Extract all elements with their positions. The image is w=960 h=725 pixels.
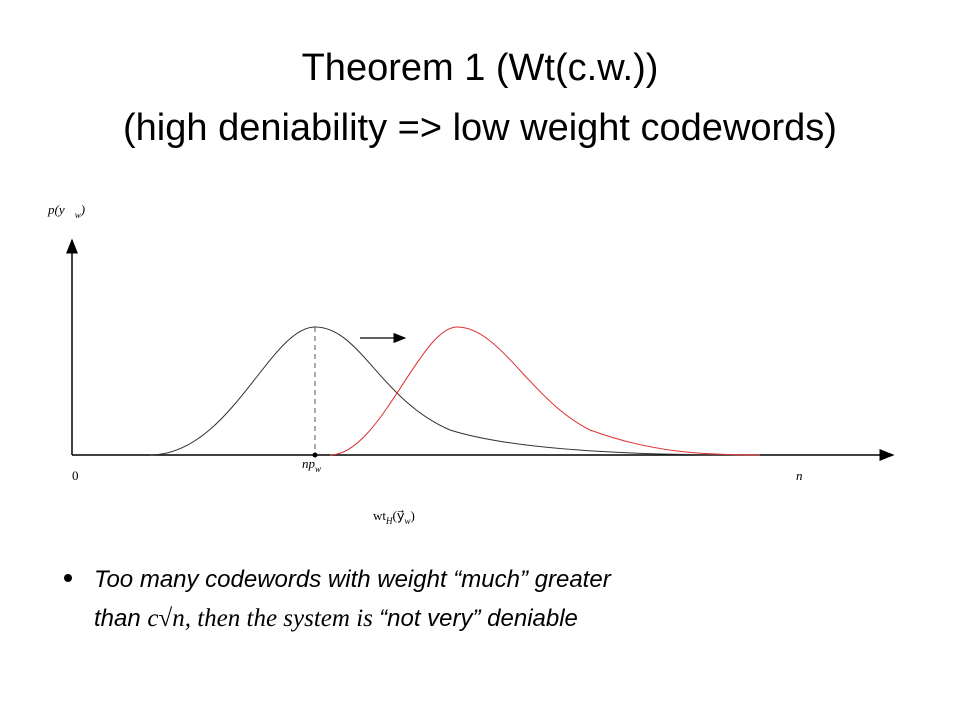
title: Theorem 1 (Wt(c.w.)) xyxy=(302,47,659,89)
x-end-label: n xyxy=(796,468,803,483)
label-part: np xyxy=(302,456,316,471)
curve-black xyxy=(149,326,751,456)
bullet-text: than xyxy=(94,605,147,632)
label-part: (y⃗ xyxy=(393,508,405,523)
label-sub: w xyxy=(315,464,321,474)
y-axis-label: p(y⃗w) xyxy=(47,202,85,220)
label-sub: w xyxy=(405,516,411,526)
label-part: ) xyxy=(411,508,415,523)
subtitle: (high deniability => low weight codeword… xyxy=(123,107,837,149)
mean-label: npw xyxy=(302,456,321,474)
bullet-line: Too many codewords with weight “much” gr… xyxy=(94,566,612,593)
bullet-math: c√n, then the system is xyxy=(147,605,379,632)
bullet-text: “not very” deniable xyxy=(379,605,578,632)
label-part: ) xyxy=(80,202,85,217)
x-axis-label: wtH(y⃗w) xyxy=(373,508,415,526)
curve-red xyxy=(329,326,761,456)
label-part: p(y⃗ xyxy=(47,202,75,217)
bullet-dot xyxy=(64,574,72,582)
figure: p(y⃗w) 0 npw n wtH(y⃗w) xyxy=(47,202,895,526)
mean-dot xyxy=(312,452,318,458)
label-sub: w xyxy=(75,210,81,220)
label-sub: H xyxy=(385,516,393,526)
label-part: wt xyxy=(373,508,386,523)
bullet-line: than c√n, then the system is “not very” … xyxy=(94,605,578,632)
origin-label: 0 xyxy=(72,468,79,483)
